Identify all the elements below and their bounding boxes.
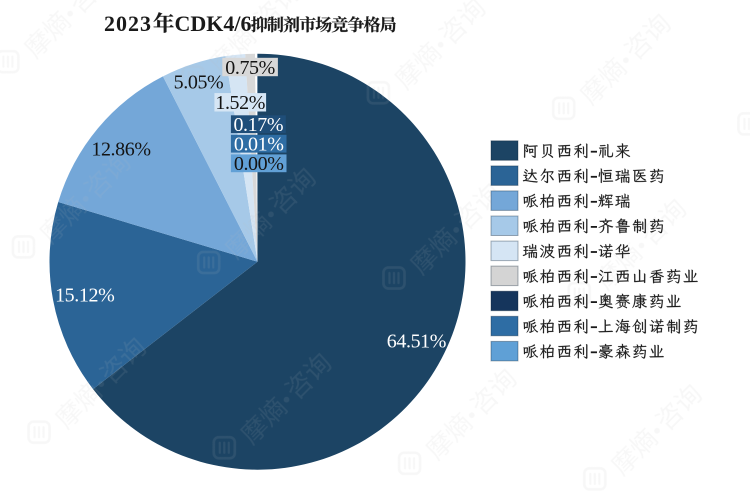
svg-text:0.75%: 0.75% (225, 57, 275, 79)
svg-text:0.01%: 0.01% (234, 134, 284, 156)
svg-text:0.17%: 0.17% (233, 114, 283, 136)
svg-text:1.52%: 1.52% (215, 92, 265, 114)
svg-text:5.05%: 5.05% (174, 71, 224, 93)
svg-text:0.00%: 0.00% (234, 153, 284, 175)
svg-text:64.51%: 64.51% (387, 331, 446, 353)
svg-text:2023: 2023 (104, 11, 152, 36)
svg-text:12.86%: 12.86% (91, 138, 150, 160)
svg-text:15.12%: 15.12% (55, 284, 114, 306)
svg-text:CDK4/6: CDK4/6 (175, 11, 252, 36)
